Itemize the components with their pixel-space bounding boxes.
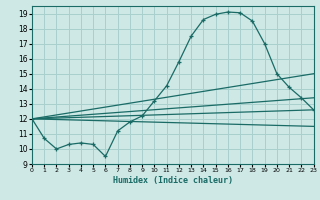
X-axis label: Humidex (Indice chaleur): Humidex (Indice chaleur) [113, 176, 233, 185]
